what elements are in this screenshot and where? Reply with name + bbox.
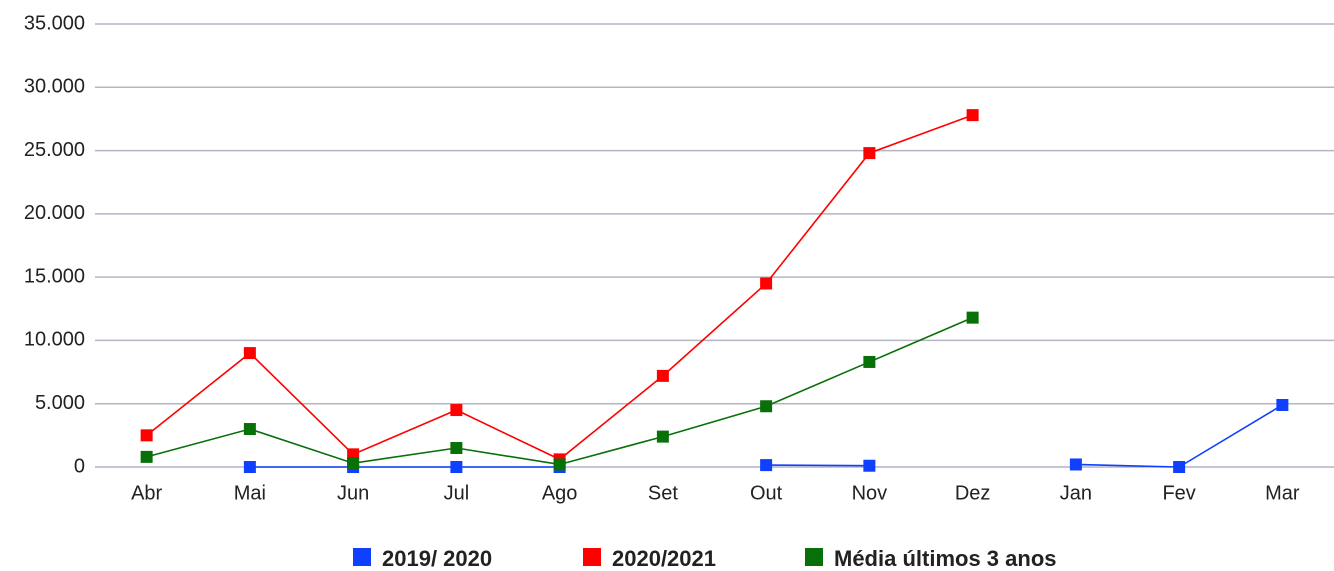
- point-marker: [760, 459, 773, 472]
- point-marker: [450, 442, 463, 455]
- point-marker: [243, 461, 256, 473]
- legend-label: 2019/ 2020: [382, 546, 492, 571]
- x-tick-label: Jan: [1060, 482, 1092, 504]
- x-tick-label: Nov: [852, 482, 888, 504]
- y-tick-label: 30.000: [24, 76, 85, 98]
- point-marker: [450, 404, 463, 417]
- x-tick-label: Ago: [542, 482, 578, 504]
- point-marker: [243, 423, 256, 436]
- x-tick-label: Fev: [1162, 482, 1195, 504]
- legend-swatch: [583, 548, 601, 566]
- x-tick-label: Jun: [337, 482, 369, 504]
- y-tick-label: 0: [74, 455, 85, 477]
- series-line: [146, 114, 973, 461]
- point-marker: [760, 400, 773, 413]
- point-marker: [863, 459, 876, 472]
- x-tick-label: Mai: [234, 482, 266, 504]
- x-tick-label: Abr: [131, 482, 162, 504]
- y-tick-label: 15.000: [24, 265, 85, 287]
- point-marker: [966, 311, 979, 324]
- point-marker: [760, 277, 773, 290]
- point-marker: [863, 355, 876, 368]
- y-tick-label: 20.000: [24, 202, 85, 224]
- legend-label: Média últimos 3 anos: [834, 546, 1057, 571]
- x-tick-label: Dez: [955, 482, 991, 504]
- x-tick-label: Jul: [444, 482, 470, 504]
- y-tick-label: 25.000: [24, 139, 85, 161]
- x-tick-label: Set: [648, 482, 678, 504]
- point-marker: [1069, 458, 1082, 471]
- point-marker: [1276, 398, 1289, 411]
- y-tick-label: 35.000: [24, 12, 85, 34]
- legend-label: 2020/2021: [612, 546, 716, 571]
- point-marker: [656, 430, 669, 443]
- point-marker: [1173, 461, 1186, 473]
- x-tick-label: Out: [750, 482, 783, 504]
- point-marker: [450, 461, 463, 473]
- point-marker: [140, 429, 153, 442]
- point-marker: [966, 109, 979, 122]
- point-marker: [553, 458, 566, 471]
- point-marker: [863, 147, 876, 160]
- legend-swatch: [353, 548, 371, 566]
- point-marker: [347, 457, 360, 470]
- legend-swatch: [805, 548, 823, 566]
- x-tick-label: Mar: [1265, 482, 1300, 504]
- series-line: [249, 404, 1283, 468]
- y-tick-label: 5.000: [35, 392, 85, 414]
- y-tick-label: 10.000: [24, 329, 85, 351]
- point-marker: [140, 450, 153, 463]
- point-marker: [243, 347, 256, 360]
- point-marker: [656, 369, 669, 382]
- series-line: [146, 316, 973, 466]
